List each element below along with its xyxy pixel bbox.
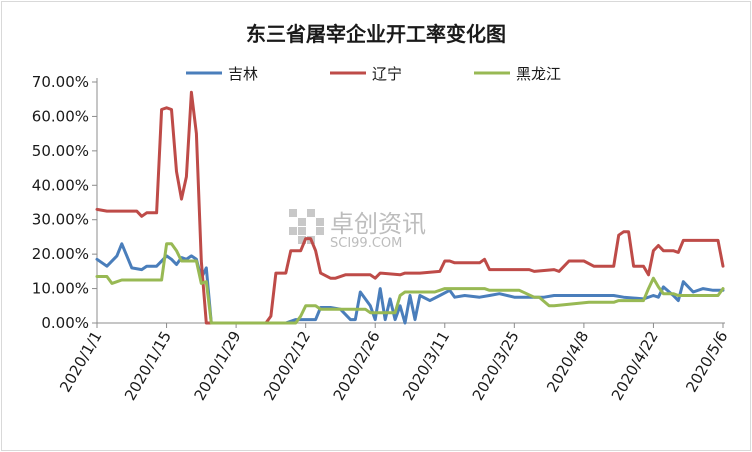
y-tick-label: 70.00%	[32, 73, 89, 91]
series-line-1	[95, 90, 725, 325]
watermark-block	[298, 218, 306, 226]
watermark-block	[298, 236, 306, 244]
y-tick-label: 20.00%	[32, 245, 89, 263]
watermark-block	[316, 227, 324, 235]
watermark-block	[307, 209, 315, 217]
x-tick-label: 2020/3/11	[399, 328, 453, 404]
x-tick-label: 2020/5/6	[682, 328, 731, 395]
watermark-block	[316, 218, 324, 226]
watermark-block	[289, 227, 297, 235]
watermark-block	[289, 209, 297, 217]
x-tick-label: 2020/4/8	[543, 328, 592, 395]
x-tick-label: 2020/4/22	[608, 328, 662, 404]
series-layer	[95, 90, 725, 325]
y-tick-label: 60.00%	[32, 107, 89, 125]
y-tick-label: 10.00%	[32, 280, 89, 298]
x-tick-label: 2020/2/26	[330, 328, 384, 404]
legend-label-2: 黑龙江	[516, 65, 561, 83]
legend-label-0: 吉林	[228, 65, 258, 83]
x-tick-label: 2020/2/12	[260, 328, 314, 404]
watermark-cn: 卓创资讯	[330, 210, 426, 238]
watermark-block	[298, 227, 306, 235]
x-tick-label: 2020/1/29	[191, 328, 245, 404]
y-tick-label: 50.00%	[32, 142, 89, 160]
y-tick-label: 30.00%	[32, 211, 89, 229]
legend-label-1: 辽宁	[372, 65, 402, 83]
chart-legend: 吉林 辽宁 黑龙江	[186, 65, 561, 83]
series-line-0	[95, 242, 725, 325]
chart-title: 东三省屠宰企业开工率变化图	[246, 22, 506, 46]
series-line-2	[95, 242, 725, 325]
x-tick-label: 2020/1/1	[56, 328, 105, 395]
x-tick-label: 2020/3/25	[469, 328, 523, 404]
watermark-en: SCI99.COM	[330, 236, 402, 251]
y-tick-label: 40.00%	[32, 176, 89, 194]
y-tick-label: 0.00%	[41, 314, 89, 332]
x-tick-label: 2020/1/15	[121, 328, 175, 404]
